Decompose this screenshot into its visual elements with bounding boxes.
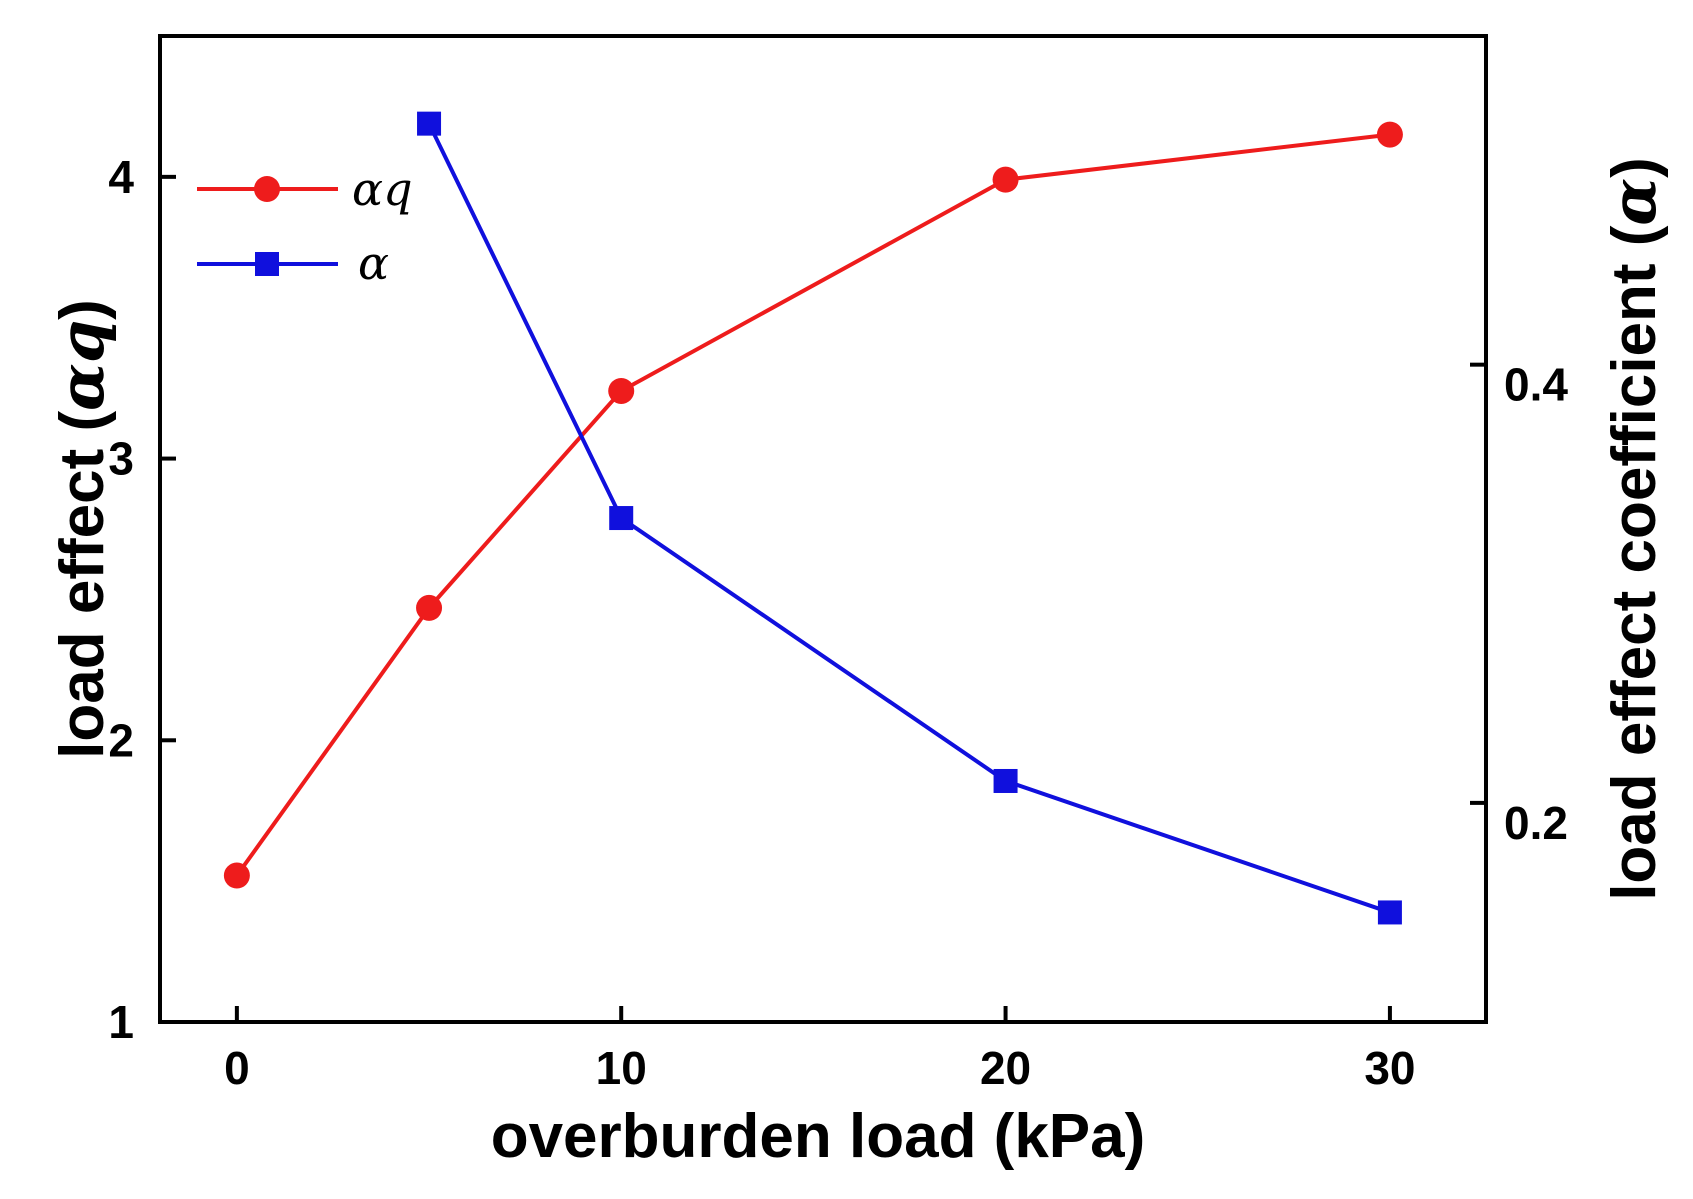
right-y-title-close: ) bbox=[1600, 157, 1669, 178]
left-y-tick-label-1: 2 bbox=[108, 714, 134, 766]
legend-aq-label: αq bbox=[352, 162, 413, 216]
right-y-axis-title: load effect coefficient (α) bbox=[1597, 157, 1670, 901]
right-y-title-text: load effect coefficient ( bbox=[1600, 225, 1669, 901]
data-point-aq-2 bbox=[608, 377, 635, 404]
data-point-alpha-0 bbox=[417, 111, 442, 136]
x-axis-title: overburden load (kPa) bbox=[491, 1102, 1146, 1171]
series-line-aq bbox=[235, 132, 1391, 877]
left-y-tick-label-2: 3 bbox=[108, 433, 134, 485]
data-point-aq-4 bbox=[1376, 121, 1403, 148]
left-y-axis-ticks: 1 2 3 4 bbox=[108, 151, 176, 1048]
data-point-alpha-3 bbox=[1377, 900, 1402, 925]
data-point-aq-1 bbox=[416, 594, 443, 621]
left-y-axis-title: load effect (αq) bbox=[45, 299, 118, 759]
x-axis-ticks: 0 10 20 30 bbox=[224, 1006, 1415, 1094]
legend: αq α bbox=[197, 162, 413, 290]
series-line-alpha bbox=[427, 122, 1391, 915]
data-point-alpha-1 bbox=[609, 506, 634, 531]
left-y-title-text: load effect ( bbox=[48, 411, 117, 759]
data-point-aq-0 bbox=[223, 862, 250, 889]
right-y-title-symbol: α bbox=[1597, 178, 1670, 226]
left-y-tick-label-3: 4 bbox=[108, 151, 134, 203]
data-point-alpha-2 bbox=[993, 768, 1018, 793]
x-tick-label-3: 30 bbox=[1364, 1042, 1415, 1094]
right-y-tick-label-0: 0.2 bbox=[1504, 797, 1568, 849]
data-point-aq-3 bbox=[992, 166, 1019, 193]
x-tick-label-1: 10 bbox=[596, 1042, 647, 1094]
left-y-tick-label-0: 1 bbox=[108, 996, 134, 1048]
plot-frame bbox=[158, 34, 1488, 1024]
right-y-axis-ticks: 0.2 0.4 bbox=[1470, 359, 1568, 849]
right-y-tick-label-1: 0.4 bbox=[1504, 359, 1568, 411]
legend-alpha-marker bbox=[255, 252, 279, 276]
x-tick-label-0: 0 bbox=[224, 1042, 250, 1094]
x-tick-label-2: 20 bbox=[980, 1042, 1031, 1094]
series-layer bbox=[223, 111, 1403, 925]
left-y-title-close: ) bbox=[48, 299, 117, 320]
legend-alpha-label: α bbox=[358, 236, 389, 290]
legend-aq-marker bbox=[254, 176, 280, 202]
left-y-title-symbol: αq bbox=[45, 320, 118, 411]
